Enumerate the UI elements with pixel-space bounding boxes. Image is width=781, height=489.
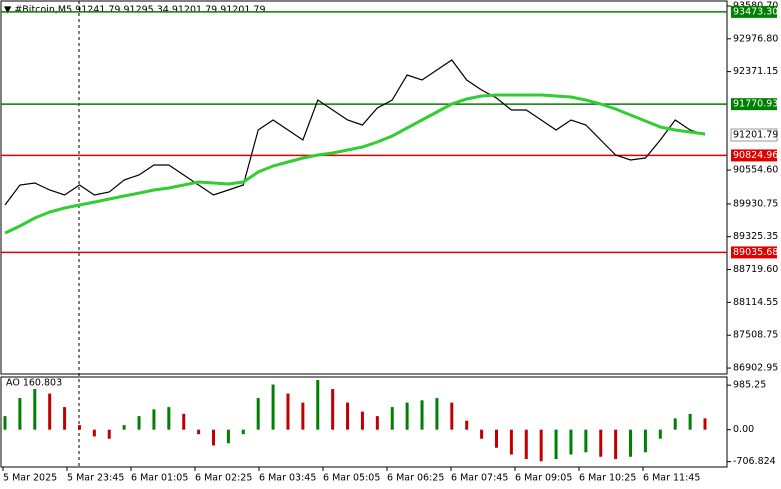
level-label: 90824.96 bbox=[733, 150, 778, 161]
x-tick-label: 6 Mar 05:05 bbox=[323, 473, 380, 484]
x-tick-label: 6 Mar 06:25 bbox=[387, 473, 444, 484]
x-tick-label: 5 Mar 23:45 bbox=[67, 473, 124, 484]
x-tick-label: 6 Mar 11:45 bbox=[643, 473, 700, 484]
y-tick-label: 0.00 bbox=[733, 424, 754, 435]
y-tick-label: 90554.60 bbox=[733, 165, 778, 176]
x-tick-label: 6 Mar 07:45 bbox=[451, 473, 508, 484]
level-label: 93473.30 bbox=[733, 6, 778, 17]
x-tick-label: 6 Mar 02:25 bbox=[195, 473, 252, 484]
ao-title: AO 160.803 bbox=[6, 378, 62, 389]
chart-title: ▼ #Bitcoin,M5 91241.79 91295.34 91201.79… bbox=[4, 5, 266, 16]
y-tick-label: 86902.95 bbox=[733, 363, 778, 374]
x-tick-label: 6 Mar 03:45 bbox=[259, 473, 316, 484]
level-label-box bbox=[731, 246, 777, 259]
x-tick-label: 6 Mar 01:05 bbox=[131, 473, 188, 484]
price-line bbox=[4, 59, 706, 206]
y-tick-label: 985.25 bbox=[733, 380, 766, 391]
ao-panel bbox=[0, 376, 728, 468]
x-tick-label: 6 Mar 10:25 bbox=[579, 473, 636, 484]
level-label: 89035.68 bbox=[733, 247, 778, 258]
main-panel bbox=[0, 0, 728, 375]
y-tick-label: 92371.15 bbox=[733, 66, 778, 77]
x-tick-label: 6 Mar 09:05 bbox=[515, 473, 572, 484]
level-label-box bbox=[731, 149, 777, 162]
y-tick-label: 87508.75 bbox=[733, 330, 778, 341]
x-tick-label: 5 Mar 2025 bbox=[3, 473, 57, 484]
level-label: 91770.93 bbox=[733, 99, 778, 110]
price-label: 91201.79 bbox=[733, 130, 778, 141]
moving-average bbox=[4, 93, 706, 235]
y-tick-label: 88114.55 bbox=[733, 297, 778, 308]
level-label-box bbox=[731, 98, 777, 111]
y-tick-label: 88719.60 bbox=[733, 264, 778, 275]
price-label-box bbox=[730, 128, 778, 142]
y-tick-label: 89325.35 bbox=[733, 231, 778, 242]
level-label-box bbox=[731, 5, 777, 18]
y-tick-label: 92976.80 bbox=[733, 33, 778, 44]
y-tick-label: -706.824 bbox=[733, 456, 776, 467]
y-tick-label: 89930.75 bbox=[733, 198, 778, 209]
